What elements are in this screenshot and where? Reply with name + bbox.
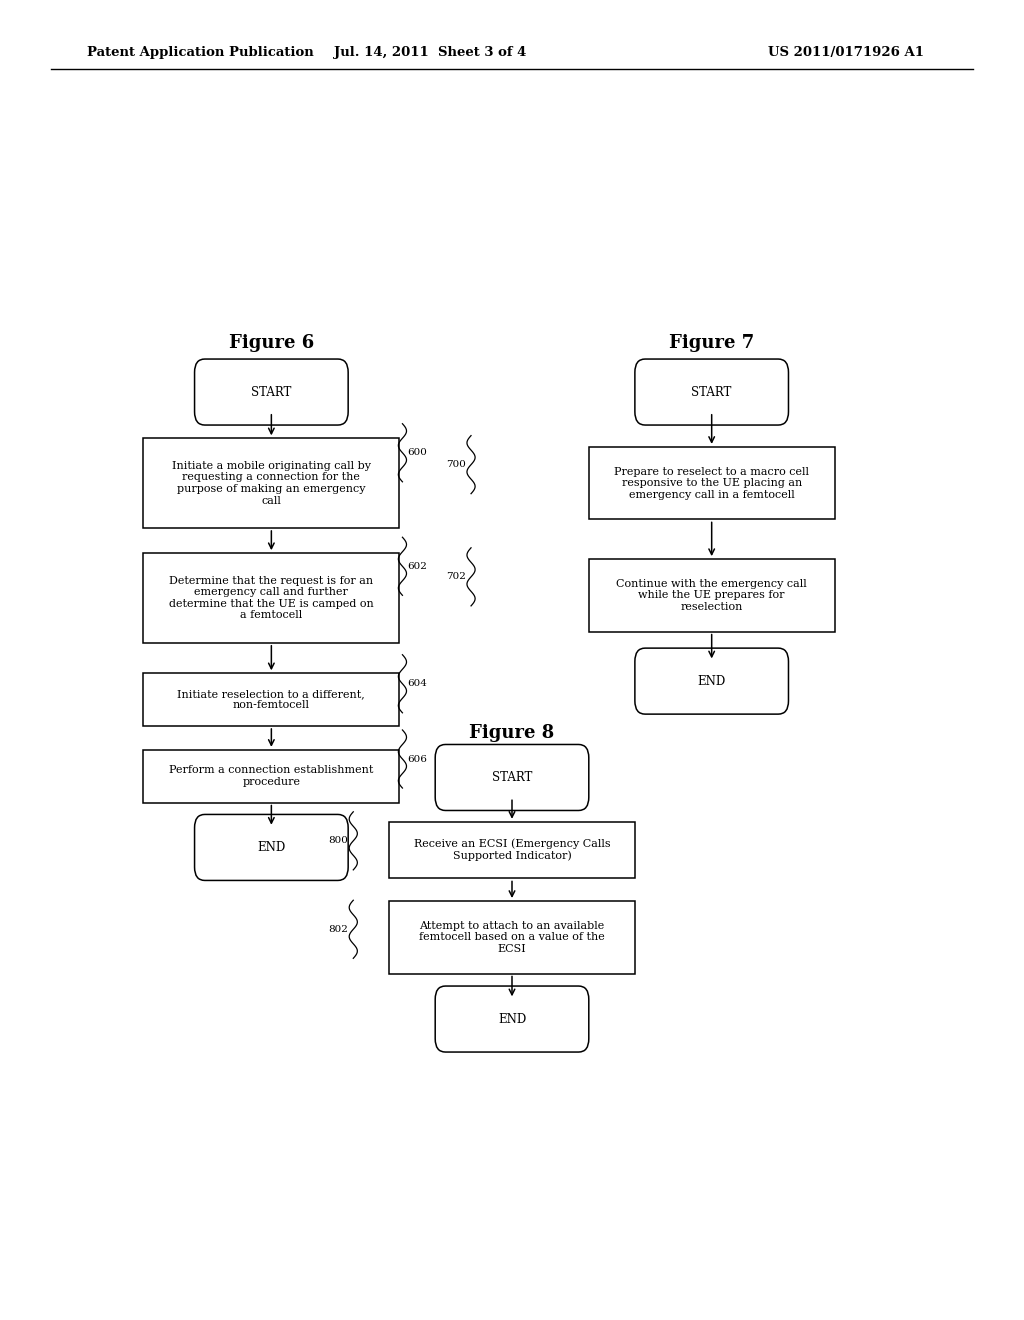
FancyBboxPatch shape	[635, 359, 788, 425]
Text: START: START	[251, 385, 292, 399]
Bar	[389, 821, 635, 879]
Text: Initiate reselection to a different,
non-femtocell: Initiate reselection to a different, non…	[177, 689, 366, 710]
Text: 600: 600	[408, 449, 427, 457]
Text: Prepare to reselect to a macro cell
responsive to the UE placing an
emergency ca: Prepare to reselect to a macro cell resp…	[614, 466, 809, 500]
Text: Figure 6: Figure 6	[228, 334, 314, 352]
Text: START: START	[492, 771, 532, 784]
Text: END: END	[498, 1012, 526, 1026]
Text: 602: 602	[408, 562, 427, 570]
Text: 700: 700	[446, 461, 466, 469]
Text: Patent Application Publication: Patent Application Publication	[87, 46, 313, 59]
Text: US 2011/0171926 A1: US 2011/0171926 A1	[768, 46, 924, 59]
Bar	[589, 558, 835, 631]
Text: Figure 8: Figure 8	[469, 723, 555, 742]
Text: END: END	[257, 841, 286, 854]
Text: Jul. 14, 2011  Sheet 3 of 4: Jul. 14, 2011 Sheet 3 of 4	[334, 46, 526, 59]
Text: Determine that the request is for an
emergency call and further
determine that t: Determine that the request is for an eme…	[169, 576, 374, 620]
Bar	[589, 446, 835, 519]
Text: Receive an ECSI (Emergency Calls
Supported Indicator): Receive an ECSI (Emergency Calls Support…	[414, 838, 610, 862]
Text: 606: 606	[408, 755, 427, 763]
Text: END: END	[697, 675, 726, 688]
Text: Perform a connection establishment
procedure: Perform a connection establishment proce…	[169, 766, 374, 787]
Text: Attempt to attach to an available
femtocell based on a value of the
ECSI: Attempt to attach to an available femtoc…	[419, 920, 605, 954]
FancyBboxPatch shape	[195, 814, 348, 880]
Bar	[143, 438, 399, 528]
FancyBboxPatch shape	[435, 986, 589, 1052]
Text: 604: 604	[408, 680, 427, 688]
Text: Initiate a mobile originating call by
requesting a connection for the
purpose of: Initiate a mobile originating call by re…	[172, 461, 371, 506]
Text: Figure 7: Figure 7	[669, 334, 755, 352]
Text: 800: 800	[329, 837, 348, 845]
Text: 802: 802	[329, 925, 348, 933]
Bar	[143, 673, 399, 726]
FancyBboxPatch shape	[435, 744, 589, 810]
FancyBboxPatch shape	[195, 359, 348, 425]
Bar	[143, 750, 399, 803]
Text: Continue with the emergency call
while the UE prepares for
reselection: Continue with the emergency call while t…	[616, 578, 807, 612]
Bar	[389, 902, 635, 974]
FancyBboxPatch shape	[635, 648, 788, 714]
Text: START: START	[691, 385, 732, 399]
Text: 702: 702	[446, 573, 466, 581]
Bar	[143, 553, 399, 643]
